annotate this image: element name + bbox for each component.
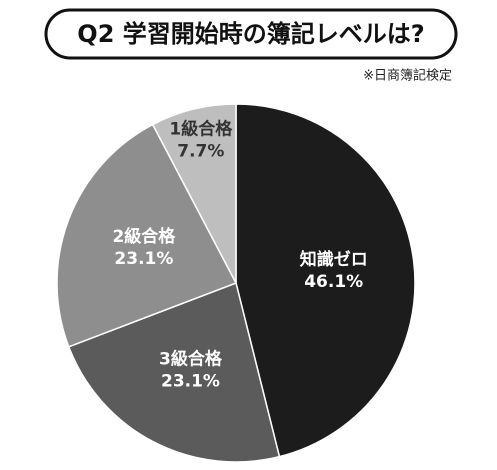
pie-slice <box>67 281 281 463</box>
pie-slice <box>235 103 416 458</box>
value-label: 7.7% <box>177 141 224 161</box>
value-label: 46.1% <box>304 272 363 292</box>
pie-slice <box>151 103 237 284</box>
pie-slice <box>56 123 238 348</box>
slice-label: 3級合格 <box>159 348 223 369</box>
value-label: 23.1% <box>114 249 173 269</box>
chart-title: Q2 学習開始時の簿記レベルは? <box>77 20 424 48</box>
slice-label: 1級合格 <box>169 118 233 139</box>
value-label: 23.1% <box>161 371 220 391</box>
slice-label: 知識ゼロ <box>299 249 368 270</box>
title-box <box>44 8 458 60</box>
slice-label: 2級合格 <box>112 226 176 247</box>
chart-subtitle: ※日商簿記検定 <box>363 68 452 84</box>
